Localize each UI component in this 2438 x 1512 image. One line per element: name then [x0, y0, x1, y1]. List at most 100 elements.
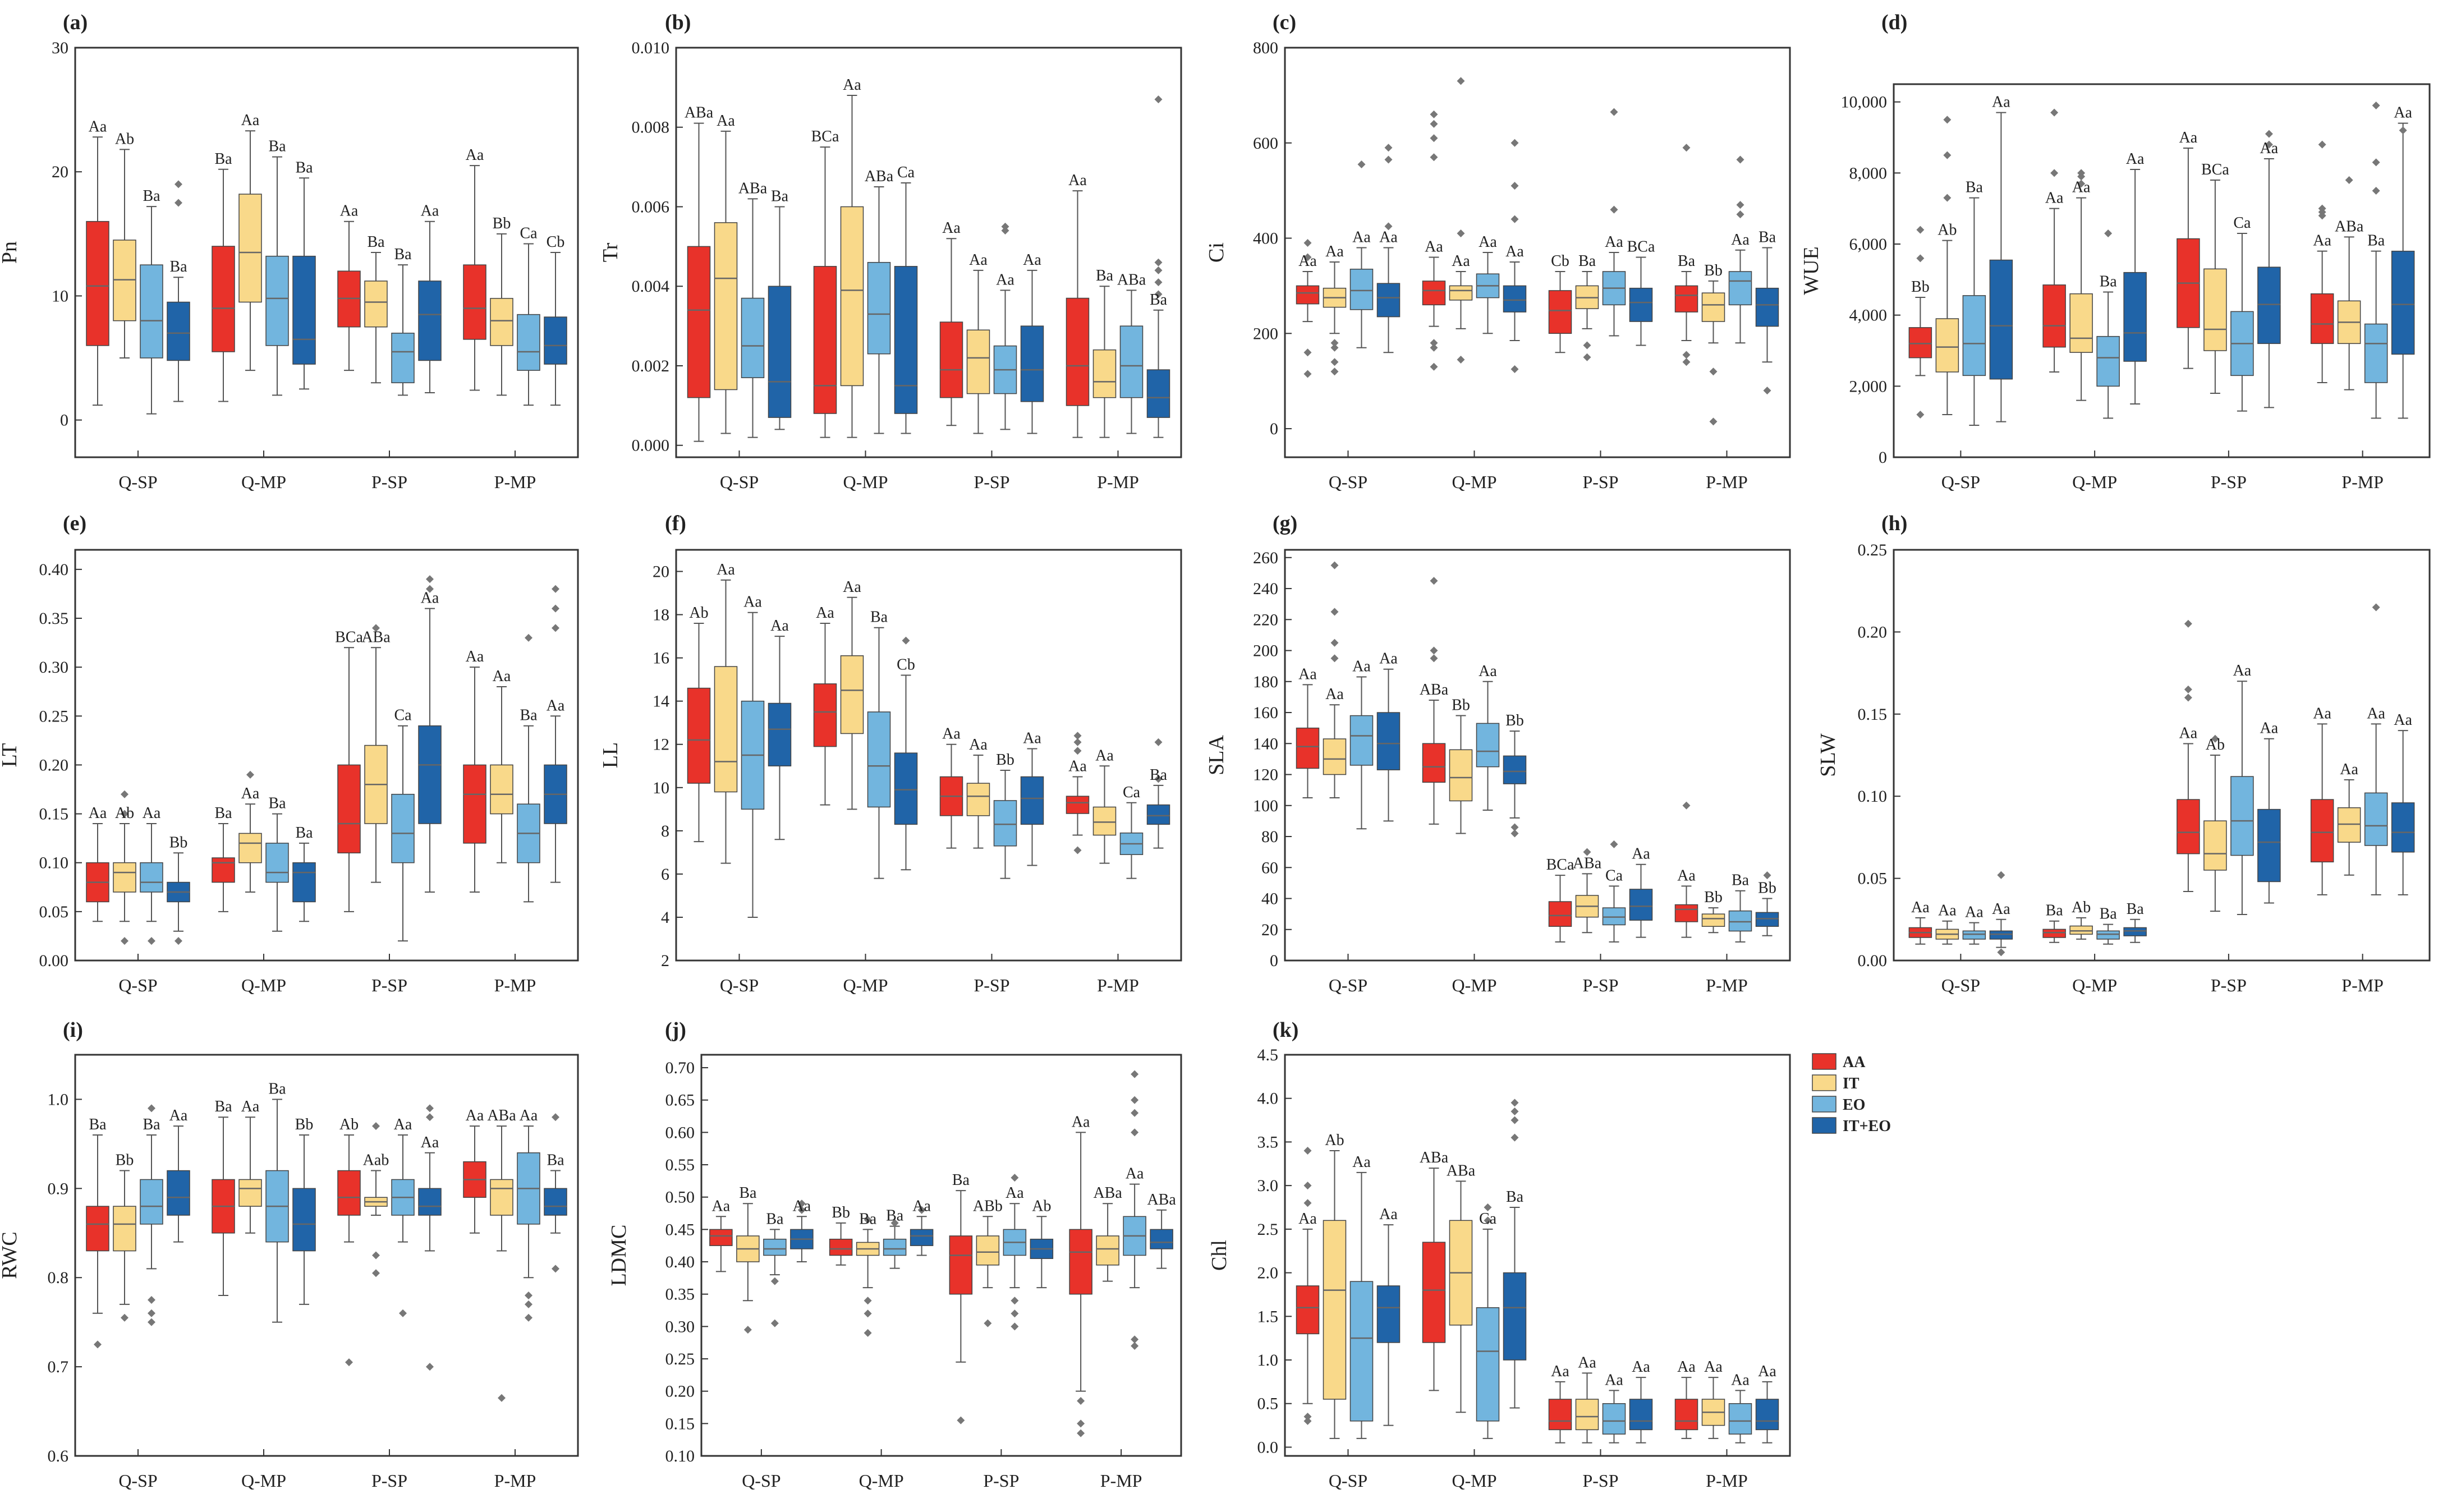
y-tick-label: 40	[1261, 890, 1278, 908]
y-tick-label: 0.20	[665, 1382, 695, 1401]
significance-label: Aa	[1298, 252, 1317, 270]
significance-label: Bb	[1911, 278, 1930, 296]
x-tick-label: P-MP	[1706, 975, 1748, 995]
significance-label: Aa	[1605, 1371, 1623, 1389]
box-AA-P-SP: Aa	[2177, 619, 2200, 893]
box-body	[2042, 929, 2066, 938]
outlier-point	[1011, 1174, 1019, 1182]
significance-label: Aa	[1023, 251, 1041, 269]
outlier-point	[1073, 738, 1082, 746]
significance-label: ABa	[1420, 1149, 1449, 1166]
box-IT-EO-P-MP: Aa	[1755, 1363, 1779, 1444]
box-AA-P-MP: Aa	[1066, 732, 1090, 854]
box-body	[1728, 271, 1752, 306]
significance-label: Aa	[1298, 665, 1317, 683]
box-AA-Q-SP: Aa	[1296, 239, 1320, 378]
y-tick-label: 0.25	[1858, 541, 1888, 559]
significance-label: Aa	[1551, 1363, 1569, 1380]
significance-label: Bb	[1452, 697, 1470, 714]
box-IT-Q-SP: Ab	[1935, 116, 1959, 415]
outlier-point	[1610, 108, 1618, 116]
outlier-point	[2184, 693, 2192, 702]
y-tick-label: 260	[1253, 549, 1278, 567]
outlier-point	[1011, 1309, 1019, 1318]
box-body	[212, 857, 235, 883]
x-tick-label: P-SP	[2211, 975, 2247, 995]
outlier-point	[1457, 77, 1465, 85]
y-tick-label: 0.006	[632, 197, 670, 216]
x-tick-label: Q-MP	[241, 1470, 286, 1491]
box-AA-Q-MP: Ba	[212, 150, 235, 402]
significance-label: Aa	[2313, 705, 2331, 722]
box-EO-P-SP: Ca	[2230, 214, 2254, 412]
y-tick-label: 0.05	[1858, 870, 1888, 888]
y-tick-label: 10	[653, 779, 669, 797]
significance-label: Ba	[1506, 1188, 1524, 1206]
box-body	[391, 333, 415, 384]
box-IT-Q-MP: Aa	[238, 112, 262, 371]
box-AA-Q-MP: ABa	[1420, 1149, 1449, 1391]
significance-label: Aa	[1068, 758, 1087, 775]
significance-label: Aa	[816, 604, 834, 622]
plot-frame	[74, 549, 579, 962]
box-body	[1674, 1399, 1698, 1431]
outlier-point	[797, 1206, 806, 1214]
box-EO-Q-SP: Aa	[741, 594, 765, 918]
box-IT-EO-P-SP: Aa	[418, 1104, 442, 1371]
outlier-point	[1303, 239, 1312, 247]
outlier-point	[1736, 155, 1744, 164]
box-IT-EO-Q-SP: Aa	[1989, 94, 2013, 422]
x-tick-label: P-SP	[1582, 975, 1618, 995]
outlier-point	[2184, 619, 2192, 628]
y-tick-label: 0.000	[632, 436, 670, 455]
outlier-point	[1384, 144, 1393, 152]
significance-label: Ba	[1096, 267, 1114, 284]
x-tick-label: P-SP	[371, 1470, 407, 1491]
box-IT-P-MP: Bb	[1701, 262, 1725, 426]
box-body	[2177, 799, 2200, 854]
significance-label: Aa	[1992, 94, 2010, 111]
box-EO-P-SP: Aa	[1602, 1371, 1626, 1444]
y-tick-label: 0.45	[665, 1220, 695, 1239]
x-tick-label: P-MP	[1706, 472, 1748, 492]
box-body	[768, 286, 792, 418]
significance-label: Aa	[843, 578, 861, 596]
outlier-point	[917, 1206, 926, 1214]
box-body	[140, 862, 163, 893]
significance-label: Aa	[1479, 663, 1497, 680]
significance-label: Bb	[295, 1116, 314, 1133]
box-body	[364, 281, 388, 328]
box-body	[113, 1206, 136, 1252]
outlier-point	[1736, 201, 1744, 209]
panel-d: (d) 0 2,000 4,000 6,000 8,000 10,000 WUE Q-SP Q-M…	[1799, 11, 2431, 492]
x-tick-label: P-MP	[2341, 975, 2384, 995]
box-IT-Q-SP: Aa	[1935, 902, 1959, 945]
box-body	[687, 246, 711, 398]
outlier-point	[525, 1292, 532, 1299]
panel-label: (j)	[665, 1018, 686, 1042]
y-tick-label: 60	[1261, 858, 1278, 877]
y-tick-label: 0.7	[48, 1358, 69, 1376]
significance-label: Aa	[2260, 720, 2279, 737]
plot-frame	[1893, 83, 2431, 458]
significance-label: Bb	[832, 1204, 850, 1221]
outlier-point	[1131, 1109, 1139, 1117]
significance-label: ABa	[738, 180, 768, 197]
box-body	[1908, 327, 1932, 359]
significance-label: Ba	[766, 1210, 784, 1228]
significance-label: Aa	[169, 1107, 188, 1124]
box-EO-Q-MP: ABa	[865, 168, 894, 434]
y-tick-label: 4,000	[1849, 306, 1888, 325]
significance-label: Ba	[1966, 179, 1984, 196]
box-body	[113, 862, 136, 893]
box-body	[993, 800, 1017, 847]
box-AA-P-MP: Aa	[463, 1107, 486, 1234]
outlier-point	[890, 1219, 899, 1227]
significance-label: Aa	[1911, 899, 1930, 916]
box-AA-P-MP: Aa	[463, 146, 486, 391]
outlier-point	[1073, 846, 1082, 854]
box-IT-P-MP: Aa	[1092, 747, 1117, 864]
significance-label: Aa	[1352, 658, 1371, 675]
box-body	[813, 683, 837, 747]
significance-label: ABa	[1093, 1184, 1122, 1202]
